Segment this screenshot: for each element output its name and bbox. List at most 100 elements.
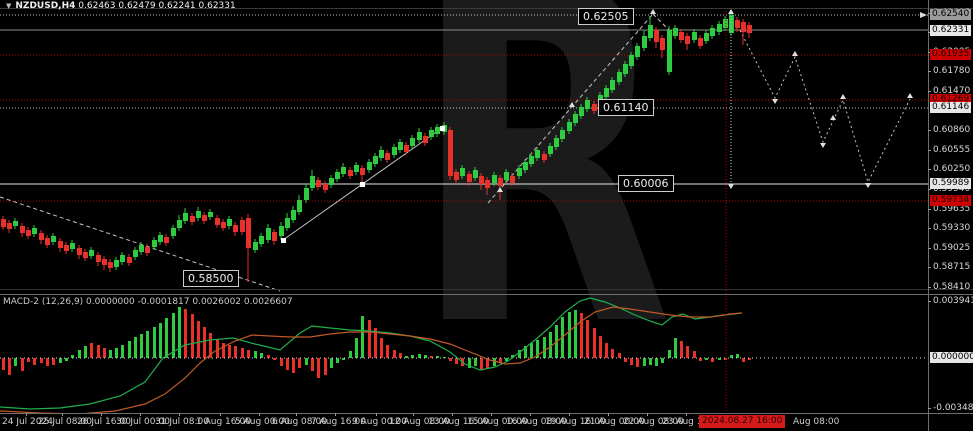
candle-body bbox=[215, 218, 220, 225]
macd-histogram-bar bbox=[668, 350, 671, 358]
macd-histogram-bar bbox=[436, 356, 439, 358]
price-annotation-0.60006[interactable]: 0.60006 bbox=[618, 175, 674, 192]
time-tick-label: Aug 08:00 bbox=[793, 417, 840, 427]
macd-histogram-bar bbox=[680, 341, 683, 358]
candle-body bbox=[196, 211, 201, 218]
candle-body bbox=[310, 176, 315, 188]
candle-body bbox=[227, 219, 232, 226]
candle-body bbox=[529, 156, 534, 164]
candle-body bbox=[467, 174, 472, 182]
price-tick-mark bbox=[928, 91, 931, 92]
trendline-handle[interactable] bbox=[281, 238, 286, 243]
macd-histogram-bar bbox=[46, 358, 49, 366]
candle-body bbox=[354, 165, 359, 172]
macd-histogram-bar bbox=[468, 358, 471, 368]
macd-histogram-bar bbox=[286, 358, 289, 370]
candle-body bbox=[316, 180, 321, 187]
time-tick-label: 26 Jul 16:00 bbox=[77, 417, 131, 427]
macd-histogram-bar bbox=[524, 346, 527, 358]
macd-histogram-bar bbox=[121, 345, 124, 358]
candle-body bbox=[498, 178, 503, 186]
candle-body bbox=[348, 170, 353, 176]
candle-body bbox=[253, 242, 258, 250]
price-tick-mark bbox=[928, 209, 931, 210]
price-tick-mark bbox=[928, 287, 931, 288]
macd-histogram-bar bbox=[499, 358, 502, 363]
candle-body bbox=[617, 72, 622, 82]
macd-histogram-bar bbox=[254, 351, 257, 358]
trendline-handle[interactable] bbox=[440, 126, 445, 131]
pane-separator[interactable] bbox=[0, 294, 973, 295]
macd-histogram-bar bbox=[418, 354, 421, 358]
macd-histogram-bar bbox=[674, 338, 677, 358]
candle-body bbox=[747, 25, 752, 33]
arrow-up-icon bbox=[497, 187, 503, 192]
candle-body bbox=[592, 104, 597, 111]
candle-body bbox=[604, 88, 609, 97]
macd-histogram-bar bbox=[480, 358, 483, 370]
price-tick-label: 0.0039417 bbox=[933, 296, 973, 306]
time-tick-mark bbox=[335, 413, 336, 416]
candle-body bbox=[473, 170, 478, 178]
price-annotation-0.58500[interactable]: 0.58500 bbox=[183, 270, 239, 287]
time-tick-mark bbox=[569, 413, 570, 416]
macd-histogram-bar bbox=[618, 353, 621, 358]
price-tick-mark bbox=[928, 150, 931, 151]
price-annotation-0.61140[interactable]: 0.61140 bbox=[598, 99, 654, 116]
price-tick-mark bbox=[928, 301, 931, 302]
arrow-up-icon bbox=[569, 102, 575, 107]
macd-histogram-bar bbox=[305, 358, 308, 365]
macd-histogram-bar bbox=[241, 348, 244, 358]
candle-body bbox=[335, 172, 340, 179]
macd-histogram-bar bbox=[65, 358, 68, 361]
price-box-0.62331: 0.62331 bbox=[930, 25, 972, 36]
price-tick-mark bbox=[928, 408, 931, 409]
macd-histogram-bar bbox=[693, 351, 696, 358]
candle-body bbox=[685, 36, 690, 44]
macd-histogram-bar bbox=[736, 354, 739, 358]
macd-histogram-bar bbox=[643, 358, 646, 366]
candle-body bbox=[360, 168, 365, 175]
chart-canvas[interactable] bbox=[0, 0, 928, 413]
price-tick-label: 0.58410 bbox=[933, 282, 971, 292]
macd-histogram-bar bbox=[730, 355, 733, 358]
macd-histogram-bar bbox=[599, 336, 602, 358]
price-box-0.59734: 0.59734 bbox=[930, 195, 972, 206]
candle-body bbox=[83, 252, 88, 258]
price-annotation-0.62505[interactable]: 0.62505 bbox=[578, 8, 634, 25]
macd-histogram-bar bbox=[742, 358, 745, 362]
candle-body bbox=[221, 222, 226, 228]
time-tick-mark bbox=[608, 413, 609, 416]
price-tick-mark bbox=[928, 130, 931, 131]
symbol-dropdown-icon[interactable]: ▼ bbox=[6, 2, 12, 10]
macd-histogram-bar bbox=[449, 358, 452, 361]
macd-histogram-bar bbox=[430, 356, 433, 358]
macd-histogram-bar bbox=[311, 358, 314, 371]
time-tick-label: 21 Aug 00:00 bbox=[584, 417, 645, 427]
macd-histogram-bar bbox=[630, 358, 633, 365]
time-tick-mark bbox=[62, 413, 63, 416]
time-highlight-box[interactable]: 2024.08.27 16:00 bbox=[699, 415, 786, 428]
macd-histogram-bar bbox=[549, 332, 552, 358]
macd-histogram-bar bbox=[580, 313, 583, 358]
candle-body bbox=[479, 176, 484, 184]
time-tick-label: 19 Aug 16:00 bbox=[545, 417, 606, 427]
candle-body bbox=[629, 55, 634, 66]
forecast-zigzag[interactable] bbox=[732, 16, 911, 184]
macd-histogram-bar bbox=[280, 358, 283, 366]
candle-body bbox=[485, 180, 490, 188]
candle-body bbox=[183, 213, 188, 221]
macd-histogram-bar bbox=[393, 350, 396, 358]
candle-body bbox=[202, 215, 207, 221]
candle-body bbox=[585, 100, 590, 109]
candle-body bbox=[379, 150, 384, 158]
macd-histogram-bar bbox=[711, 358, 714, 362]
time-tick-mark bbox=[26, 413, 27, 416]
candle-body bbox=[710, 28, 715, 36]
trendline-handle[interactable] bbox=[360, 182, 365, 187]
macd-histogram-bar bbox=[228, 345, 231, 358]
macd-histogram-bar bbox=[172, 313, 175, 358]
candle-body bbox=[51, 236, 56, 242]
macd-histogram-bar bbox=[661, 358, 664, 363]
candle-body bbox=[454, 172, 459, 180]
